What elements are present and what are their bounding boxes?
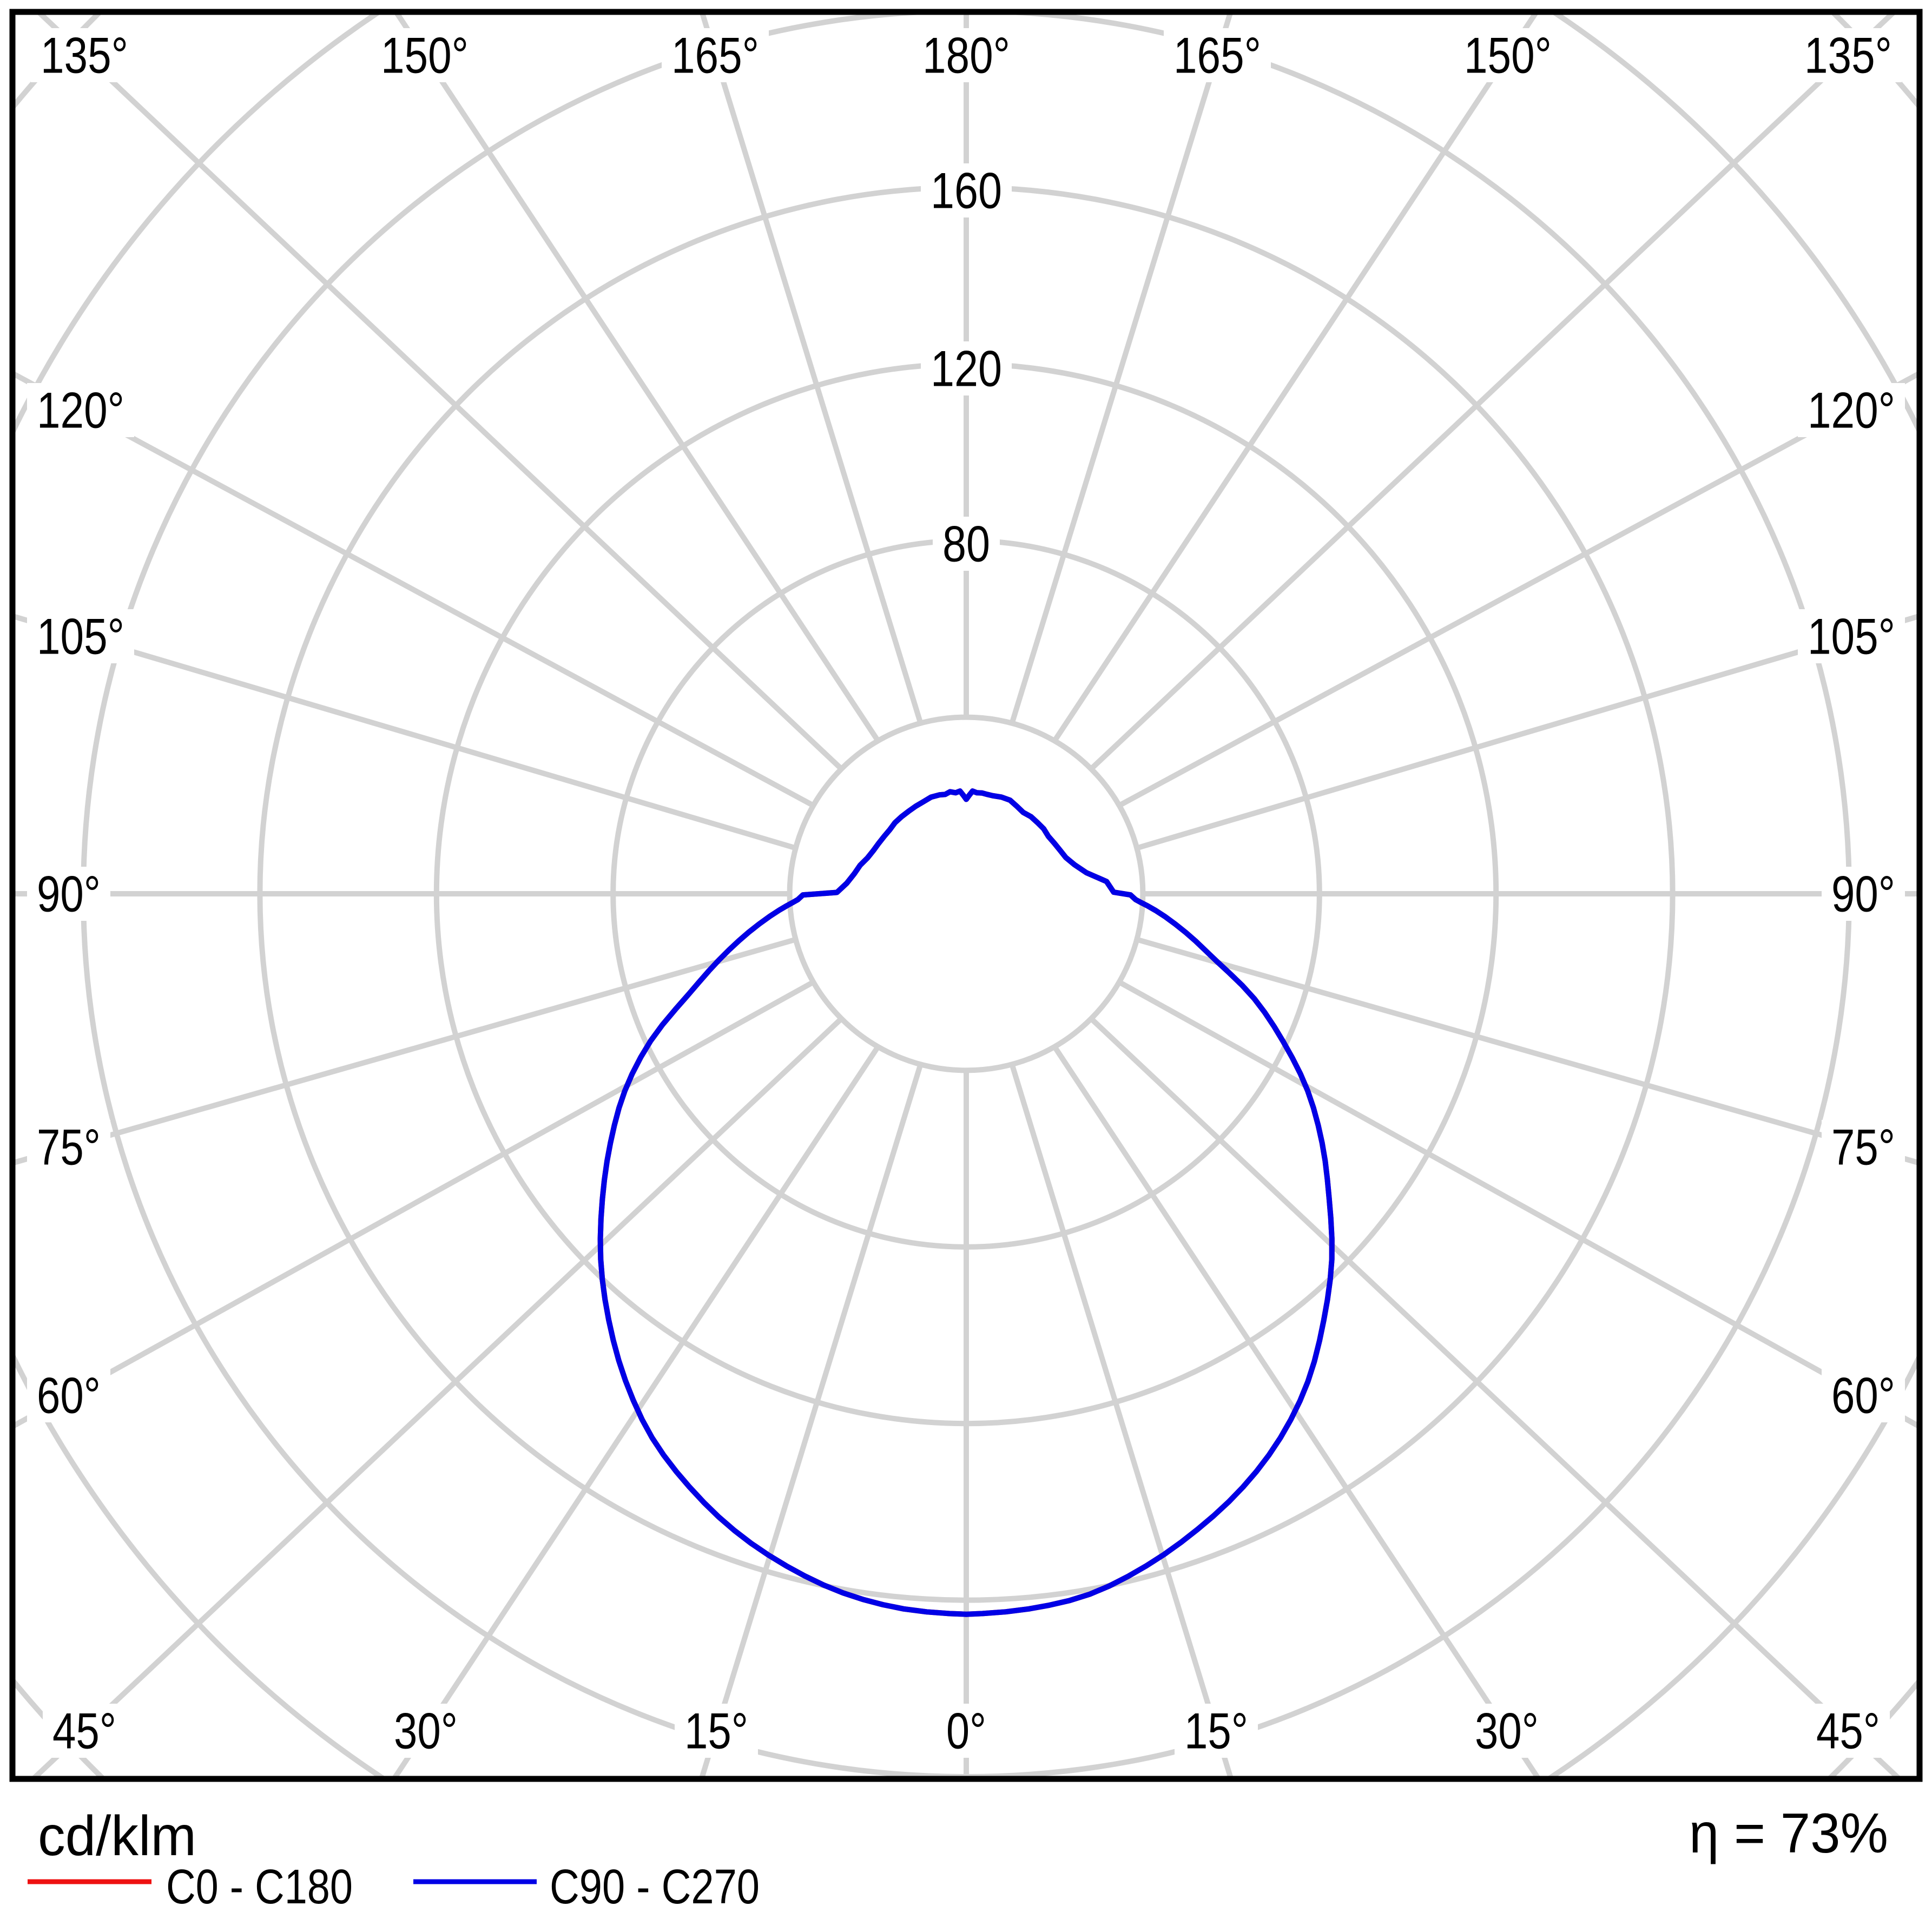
svg-text:120°: 120°: [37, 382, 124, 439]
svg-text:C90 - C270: C90 - C270: [550, 1860, 760, 1914]
svg-text:180°: 180°: [922, 27, 1010, 84]
svg-text:105°: 105°: [37, 608, 124, 665]
svg-text:15°: 15°: [1184, 1703, 1248, 1759]
svg-text:45°: 45°: [1816, 1703, 1880, 1759]
svg-text:120: 120: [931, 340, 1002, 397]
svg-text:60°: 60°: [37, 1367, 101, 1424]
svg-text:165°: 165°: [671, 27, 759, 84]
svg-text:η = 73%: η = 73%: [1689, 1802, 1888, 1865]
svg-text:30°: 30°: [394, 1703, 458, 1759]
svg-text:80: 80: [942, 516, 990, 572]
svg-text:45°: 45°: [52, 1703, 116, 1759]
svg-text:135°: 135°: [41, 27, 128, 84]
svg-text:120°: 120°: [1808, 382, 1895, 439]
svg-text:15°: 15°: [684, 1703, 748, 1759]
svg-text:75°: 75°: [1831, 1119, 1895, 1176]
svg-text:160: 160: [931, 162, 1002, 219]
svg-text:150°: 150°: [1464, 27, 1552, 84]
svg-text:0°: 0°: [946, 1703, 986, 1759]
svg-text:105°: 105°: [1808, 608, 1895, 665]
svg-text:150°: 150°: [381, 27, 469, 84]
svg-text:75°: 75°: [37, 1119, 101, 1176]
svg-text:C0 - C180: C0 - C180: [166, 1860, 353, 1914]
svg-text:135°: 135°: [1804, 27, 1892, 84]
svg-text:90°: 90°: [37, 866, 101, 922]
svg-text:cd/klm: cd/klm: [38, 1805, 196, 1868]
svg-text:90°: 90°: [1831, 866, 1895, 922]
svg-text:165°: 165°: [1173, 27, 1261, 84]
svg-text:60°: 60°: [1831, 1367, 1895, 1424]
svg-text:30°: 30°: [1475, 1703, 1539, 1759]
